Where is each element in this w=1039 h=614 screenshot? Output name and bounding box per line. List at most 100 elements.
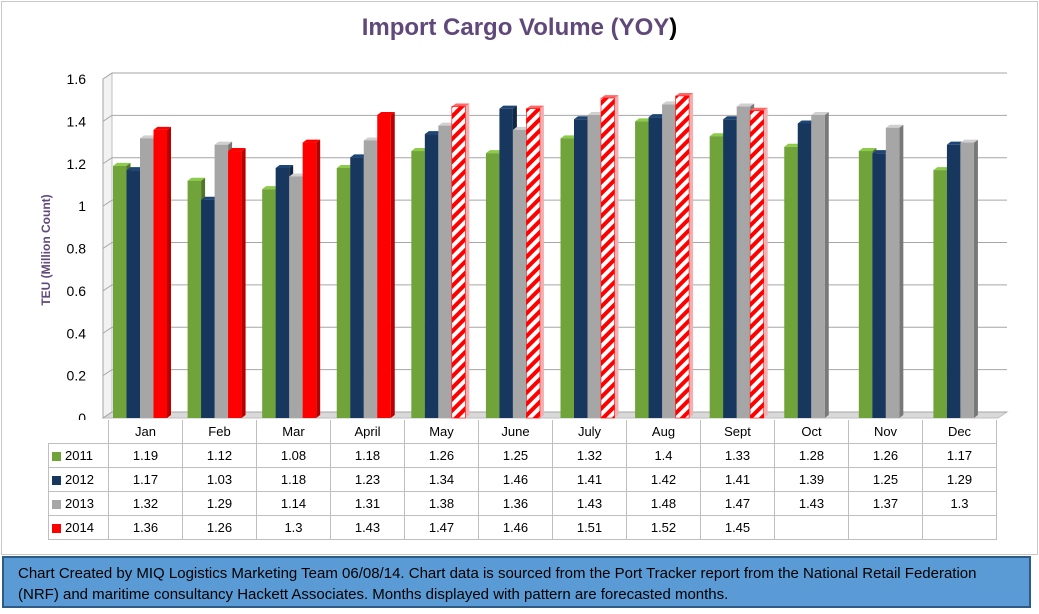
table-cell: 1.51: [552, 515, 627, 540]
table-cell: 1.31: [330, 491, 405, 516]
table-cell: 1.18: [330, 443, 405, 468]
table-cell: 1.32: [552, 443, 627, 468]
category-label: Sept: [700, 420, 775, 444]
table-header-row: Jan Feb Mar April May June July Aug Sept Oct Nov De…: [49, 420, 997, 444]
gridline: [102, 284, 1007, 292]
category-label: Mar: [256, 420, 331, 444]
table-cell: 1.12: [182, 443, 257, 468]
table-cell: 1.36: [108, 515, 183, 540]
table-cell: 1.46: [478, 515, 553, 540]
chart-title: Import Cargo Volume (YOY): [0, 14, 1039, 42]
y-tick-label: 0.2: [67, 368, 87, 384]
table-cell: 1.42: [626, 467, 701, 492]
category-label: July: [552, 420, 627, 444]
table-cell: 1.39: [774, 467, 849, 492]
y-tick-label: 0.4: [67, 325, 87, 341]
table-cell: 1.47: [404, 515, 479, 540]
gridline: [102, 114, 1007, 122]
bar-2014-feb: [228, 148, 246, 418]
table-cell: 1.32: [108, 491, 183, 516]
table-cell: 1.47: [700, 491, 775, 516]
chart-title-text: Import Cargo Volume (YOY: [361, 14, 670, 41]
bar-2014-sept: [749, 107, 768, 419]
data-table: Jan Feb Mar April May June July Aug Sept Oct Nov De…: [48, 420, 997, 540]
table-cell: 1.41: [552, 467, 627, 492]
category-label: Nov: [848, 420, 923, 444]
table-cell: 1.29: [182, 491, 257, 516]
gridline: [102, 157, 1007, 165]
gridline: [102, 242, 1007, 249]
table-cell: 1.33: [700, 443, 775, 468]
y-tick-label: 0: [78, 410, 86, 420]
bar-2014-jan: [153, 126, 171, 418]
category-label: June: [478, 420, 553, 444]
table-cell: 1.3: [256, 515, 331, 540]
bar-2014-july: [600, 95, 619, 419]
table-cell: 1.4: [626, 443, 701, 468]
table-body: 2011 1.19 1.12 1.08 1.18 1.26 1.25 1.32 1.4 1.33 1…: [48, 443, 997, 540]
table-cell: 1.37: [848, 491, 923, 516]
table-cell: 1.14: [256, 491, 331, 516]
category-label: Feb: [182, 420, 257, 444]
legend-swatch: [52, 524, 61, 534]
y-tick-label: 0.6: [67, 283, 87, 299]
chart-title-paren: ): [669, 14, 678, 41]
category-label: Dec: [922, 420, 997, 444]
gridline: [102, 326, 1007, 334]
table-row: 2012 1.17 1.03 1.18 1.23 1.34 1.46 1.41 1.42 1.41…: [48, 467, 997, 492]
table-cell: 1.26: [182, 515, 257, 540]
table-cell: 1.52: [626, 515, 701, 540]
gridline: [102, 369, 1007, 377]
table-row: 2014 1.36 1.26 1.3 1.43 1.47 1.46 1.51 1.52 1.45: [48, 515, 997, 540]
y-tick-label: 1.4: [67, 113, 87, 129]
footnote: Chart Created by MIQ Logistics Marketing…: [2, 556, 1031, 608]
table-cell: 1.29: [922, 467, 997, 492]
table-cell: 1.26: [848, 443, 923, 468]
legend-swatch: [52, 476, 61, 486]
category-label: April: [330, 420, 405, 444]
bar-2013-oct: [811, 112, 829, 419]
bar-chart: 0 0.2 0.4 0.6 0.8 1 1.2 1.4 1.6 TEU (Million Coun…: [39, 71, 1009, 420]
legend-label: 2014: [65, 520, 94, 535]
table-cell: 1.45: [700, 515, 775, 540]
legend-swatch: [52, 452, 61, 462]
table-cell: [922, 515, 997, 540]
legend-label: 2011: [65, 448, 93, 463]
table-cell: 1.08: [256, 443, 331, 468]
table-cell: 1.17: [108, 467, 183, 492]
y-tick-label: 1.6: [67, 71, 87, 87]
table-cell: [774, 515, 849, 540]
category-label: May: [404, 420, 479, 444]
category-label: Aug: [626, 420, 701, 444]
y-tick-label: 1.2: [67, 156, 87, 172]
bar-2014-mar: [302, 139, 321, 418]
table-cell: 1.28: [774, 443, 849, 468]
legend-label: 2012: [65, 472, 94, 487]
table-cell: 1.38: [404, 491, 479, 516]
legend-entry: 2011: [48, 443, 109, 468]
table-cell: 1.48: [626, 491, 701, 516]
table-cell: 1.18: [256, 467, 331, 492]
y-axis-label: TEU (Million Count): [39, 194, 53, 305]
table-cell: 1.36: [478, 491, 553, 516]
table-cell: 1.3: [922, 491, 997, 516]
category-label: Jan: [108, 420, 183, 444]
table-cell: 1.43: [552, 491, 627, 516]
gridline: [102, 411, 1007, 419]
table-cell: 1.17: [922, 443, 997, 468]
table-cell: 1.46: [478, 467, 553, 492]
table-cell: 1.43: [774, 491, 849, 516]
gridline: [102, 199, 1007, 207]
legend-entry: 2012: [48, 467, 109, 492]
bar-2014-april: [377, 112, 395, 419]
table-row: 2013 1.32 1.29 1.14 1.31 1.38 1.36 1.43 1.48 1.47…: [48, 491, 997, 516]
y-tick-label: 1: [78, 198, 86, 214]
table-cell: 1.34: [404, 467, 479, 492]
table-cell: 1.43: [330, 515, 405, 540]
bar-2014-may: [451, 103, 470, 419]
table-cell: [848, 515, 923, 540]
bar-2013-dec: [960, 139, 978, 418]
legend-label: 2013: [65, 496, 94, 511]
table-cell: 1.26: [404, 443, 479, 468]
table-cell: 1.19: [108, 443, 183, 468]
